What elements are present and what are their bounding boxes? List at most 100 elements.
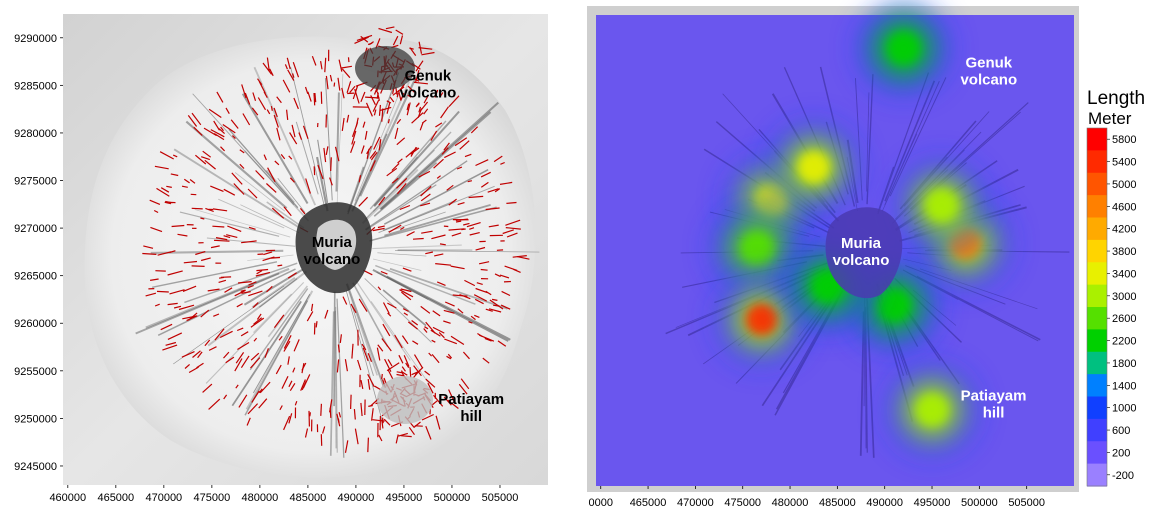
ridge-line: [245, 290, 314, 410]
x-tick-label: 0000: [588, 497, 612, 509]
lineament-segment: [400, 92, 405, 101]
lineament-segment: [499, 274, 510, 279]
lineament-segment: [444, 151, 456, 159]
lineament-segment: [480, 181, 489, 188]
lineament-segment: [213, 120, 221, 131]
x-tick-label: 495000: [386, 492, 423, 504]
place-label-line: volcano: [304, 251, 361, 268]
lineament-segment: [310, 303, 314, 312]
lineament-segment: [183, 178, 190, 184]
y-tick-label: 9255000: [14, 366, 57, 378]
lineament-segment: [377, 225, 385, 229]
lineament-segment: [256, 270, 263, 275]
lineament-segment: [213, 239, 230, 242]
lineament-segment: [301, 362, 307, 371]
left-x-axis: 460000 465000 470000 475000 480000 485000 4900…: [49, 485, 518, 504]
lineament-segment: [377, 286, 382, 291]
lineament-segment: [379, 106, 392, 112]
lineament-segment: [208, 398, 221, 410]
lineament-segment: [258, 398, 268, 409]
legend-tick-label: 2600: [1112, 313, 1136, 325]
lineament-segment: [505, 227, 521, 230]
lineament-segment: [388, 224, 402, 233]
lineament-segment: [236, 303, 243, 308]
ridge-line: [364, 160, 468, 231]
lineament-segment: [286, 57, 291, 70]
lineament-segment: [292, 367, 296, 373]
ridge-line: [387, 211, 446, 233]
lineament-segment: [418, 106, 422, 113]
lineament-segment: [366, 148, 370, 160]
lineament-segment: [182, 315, 198, 320]
y-tick-label: 9245000: [14, 461, 57, 473]
lineament-segment: [178, 304, 195, 311]
lineament-segment: [396, 137, 406, 146]
lineament-segment: [289, 177, 295, 183]
lineament-segment: [396, 371, 404, 374]
lineament-segment: [456, 166, 463, 170]
lineament-segment: [420, 193, 431, 202]
lineament-segment: [350, 303, 357, 314]
lineament-segment: [447, 399, 459, 409]
x-tick-label: 490000: [338, 492, 375, 504]
lineament-segment: [369, 160, 376, 172]
lineament-segment: [409, 367, 412, 378]
lineament-segment: [218, 128, 225, 135]
lineament-segment: [493, 155, 503, 163]
lineament-segment: [157, 251, 172, 256]
lineament-segment: [276, 127, 281, 141]
lineament-segment: [396, 177, 408, 189]
lineament-segment: [247, 403, 259, 415]
lineament-segment: [475, 287, 488, 294]
ridge-line: [378, 185, 495, 234]
lineament-segment: [322, 426, 326, 434]
lineament-segment: [193, 126, 203, 136]
lineament-segment: [264, 348, 269, 358]
lineament-segment: [491, 298, 498, 301]
lineament-segment: [489, 299, 504, 310]
lineament-segment: [236, 327, 244, 332]
lineament-segment: [302, 125, 309, 139]
lineament-segment: [395, 29, 404, 35]
lineament-segment: [222, 124, 236, 134]
lineament-segment: [293, 339, 300, 352]
lineament-segment: [219, 276, 225, 279]
legend-tick-label: 4200: [1112, 224, 1136, 236]
lineament-segment: [444, 301, 455, 307]
lineament-segment: [372, 419, 385, 422]
lineament-segment: [450, 265, 465, 270]
lineament-segment: [182, 285, 197, 292]
lineament-segment: [431, 339, 436, 343]
ridge-line: [372, 258, 422, 271]
lineament-segment: [432, 326, 445, 334]
lineament-segment: [407, 321, 418, 330]
lineament-segment: [253, 317, 263, 325]
lineament-segment: [275, 364, 282, 375]
lineament-segment: [223, 351, 230, 359]
lineament-segment: [399, 35, 404, 45]
lineament-segment: [286, 109, 289, 120]
lineament-segment: [436, 175, 441, 179]
ridge-line: [324, 78, 333, 201]
lineament-segment: [401, 335, 409, 345]
lineament-segment: [450, 335, 465, 346]
lineament-segment: [247, 284, 254, 289]
lineament-segment: [468, 321, 473, 324]
lineament-segment: [451, 232, 462, 237]
lineament-segment: [406, 231, 415, 237]
legend-tick-label: 1800: [1112, 358, 1136, 370]
lineament-segment: [215, 237, 228, 241]
legend-swatch: [1087, 374, 1107, 398]
lineament-segment: [224, 287, 233, 293]
lineament-segment: [367, 42, 373, 46]
lineament-segment: [202, 383, 213, 393]
ridge-line-right: [884, 80, 936, 202]
lineament-segment: [283, 340, 291, 352]
lineament-segment: [282, 79, 291, 93]
lineament-segment: [251, 390, 260, 403]
lineament-segment: [402, 267, 412, 272]
lineament-segment: [413, 81, 428, 85]
lineament-segment: [396, 373, 405, 377]
